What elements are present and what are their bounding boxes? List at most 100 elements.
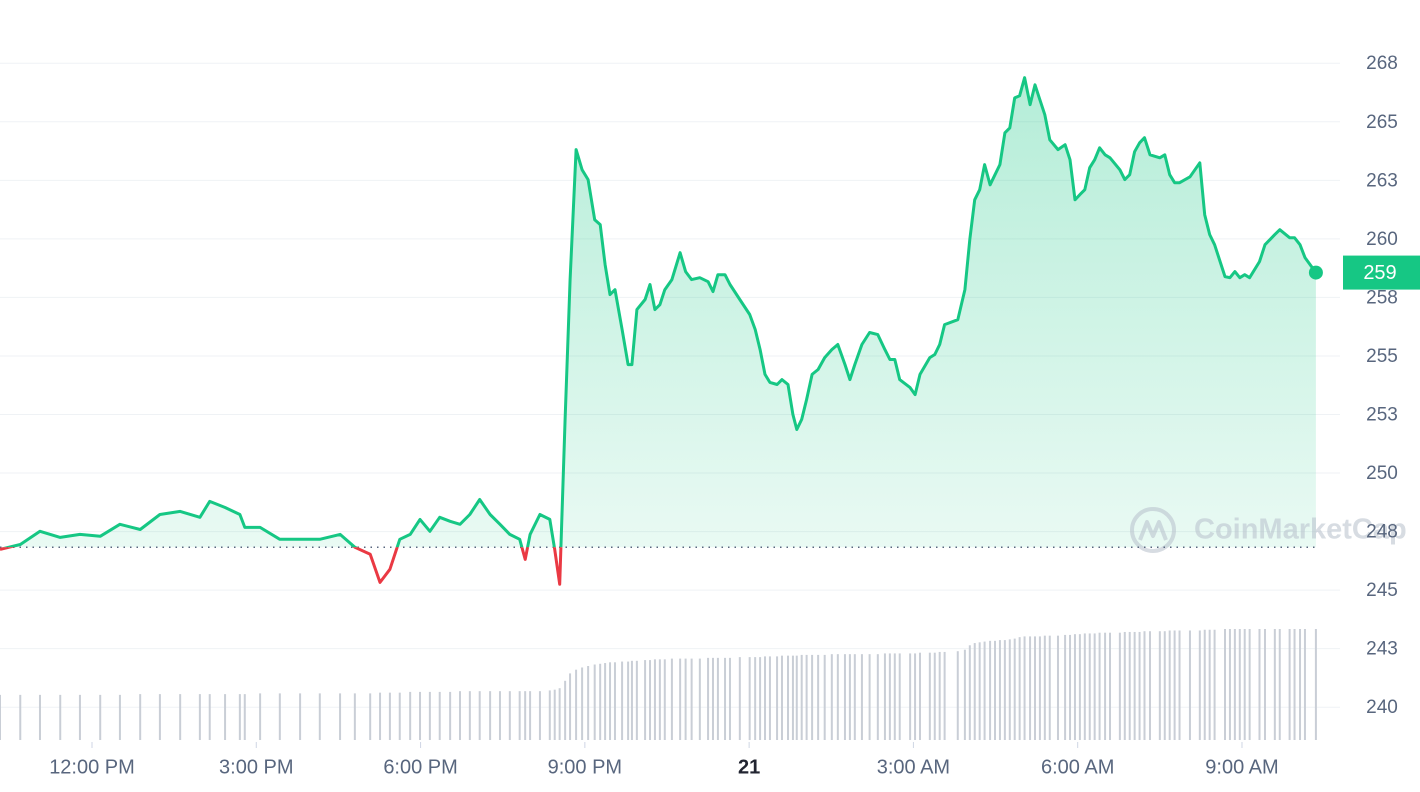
volume-bar: [1093, 633, 1096, 740]
volume-bar: [1073, 634, 1076, 740]
watermark: CoinMarketCap: [1130, 507, 1407, 553]
volume-bar: [449, 691, 452, 740]
volume-bar: [853, 654, 856, 740]
y-tick-label: 255: [1366, 346, 1398, 367]
volume-bar: [983, 641, 986, 740]
volume-bar: [1273, 629, 1276, 740]
volume-bar: [548, 690, 551, 740]
volume-bar: [989, 640, 992, 740]
volume-bar: [398, 692, 401, 740]
volume-bar: [711, 657, 714, 740]
volume-bar: [909, 653, 912, 740]
volume-bar: [388, 692, 391, 740]
volume-bar: [627, 661, 630, 740]
volume-bar: [1288, 629, 1291, 740]
volume-bar: [238, 694, 241, 740]
volume-bar: [318, 693, 321, 740]
volume-bar: [299, 693, 302, 740]
volume-bar: [599, 663, 602, 740]
volume-bar: [724, 657, 727, 740]
volume-bar: [1243, 629, 1246, 740]
volume-bar: [956, 651, 959, 740]
volume-bar: [1148, 631, 1151, 740]
volume-bar: [843, 654, 846, 740]
volume-bar: [529, 691, 532, 740]
volume-bar: [1128, 631, 1131, 740]
volume-bar: [768, 656, 771, 740]
last-value-badge: [1343, 255, 1420, 290]
volume-bar: [339, 693, 342, 740]
volume-bar: [630, 660, 633, 740]
volume-bar: [604, 663, 607, 740]
volume-bar: [738, 657, 741, 740]
watermark-text: CoinMarketCap: [1194, 514, 1407, 546]
volume-bar: [670, 658, 673, 740]
watermark-logo-m: [1138, 520, 1168, 541]
volume-bar: [690, 658, 693, 740]
volume-bar: [59, 694, 62, 740]
volume-bar: [524, 691, 527, 740]
volume-bar: [538, 691, 541, 740]
volume-bar: [1263, 629, 1266, 740]
y-tick-label: 260: [1366, 229, 1398, 250]
volume-bar: [1163, 631, 1166, 740]
y-tick-label: 265: [1366, 112, 1398, 133]
watermark-logo: [1130, 507, 1176, 553]
y-tick-label: 245: [1366, 580, 1398, 601]
volume-bar: [968, 645, 971, 740]
volume-bar: [1248, 629, 1251, 740]
volume-bar: [998, 640, 1001, 740]
volume-bar: [728, 657, 731, 740]
volume-bar: [868, 654, 871, 740]
y-tick-label: 258: [1366, 287, 1398, 308]
volume-bar: [613, 662, 616, 740]
volume-bar: [780, 655, 783, 740]
volume-bar: [139, 694, 142, 740]
volume-bar: [800, 654, 803, 740]
volume-bar: [1088, 633, 1091, 740]
volume-bar: [1188, 630, 1191, 740]
volume-bar: [898, 653, 901, 740]
volume-bar: [553, 689, 556, 740]
volume-bar: [805, 654, 808, 740]
volume-bar: [1238, 629, 1241, 740]
volume-bar: [823, 654, 826, 740]
volume-bar: [1278, 629, 1281, 740]
volume-bar: [787, 655, 790, 740]
volume-bar: [1233, 629, 1236, 740]
volume-bar: [1069, 634, 1072, 740]
volume-bar: [928, 652, 931, 740]
volume-bar: [518, 691, 521, 740]
x-tick-label: 6:00 PM: [383, 756, 457, 778]
y-tick-label: 243: [1366, 639, 1398, 660]
volume-bar: [99, 694, 102, 740]
volume-bar: [489, 691, 492, 740]
x-tick-label: 9:00 AM: [1205, 756, 1278, 778]
volume-bar: [1104, 632, 1107, 740]
volume-bar: [575, 669, 578, 740]
x-tick-label: 12:00 PM: [49, 756, 135, 778]
x-tick-label: 6:00 AM: [1041, 756, 1114, 778]
volume-bar: [1178, 630, 1181, 740]
volume-bar: [658, 659, 661, 740]
volume-bar: [653, 659, 656, 740]
volume-bar: [498, 691, 501, 740]
y-tick-label: 253: [1366, 405, 1398, 426]
volume-bar: [1168, 630, 1171, 740]
volume-bar: [938, 651, 941, 740]
volume-bar: [764, 656, 767, 740]
volume-bar: [716, 657, 719, 740]
volume-bar: [198, 694, 201, 740]
volume-bar: [379, 692, 382, 740]
volume-bar: [508, 691, 511, 740]
volume-bar: [1078, 634, 1081, 740]
volume-bar: [1173, 630, 1176, 740]
volume-bar: [1048, 635, 1051, 740]
volume-bar: [581, 667, 584, 740]
volume-bar: [1123, 631, 1126, 740]
volume-bar: [259, 693, 262, 740]
volume-bar: [419, 691, 422, 740]
volume-bar: [830, 654, 833, 740]
volume-bar: [1228, 629, 1231, 740]
